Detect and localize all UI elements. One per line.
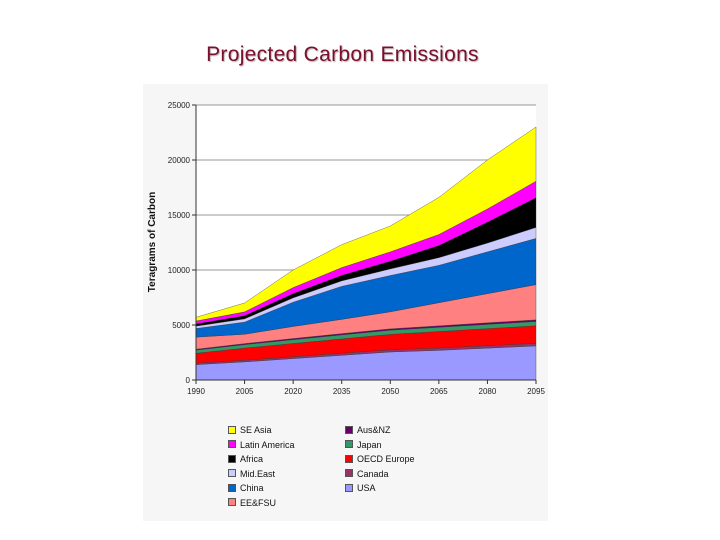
legend-item-se-asia: SE Asia: [228, 424, 272, 436]
y-tick-label: 25000: [168, 101, 191, 110]
legend-swatch: [228, 425, 236, 434]
legend-item-usa: USA: [345, 482, 376, 494]
legend-item-ee-fsu: EE&FSU: [228, 497, 276, 509]
x-tick-label: 2035: [333, 387, 351, 396]
legend-label: EE&FSU: [240, 497, 277, 508]
legend-label: Canada: [357, 468, 389, 479]
y-tick-label: 0: [186, 376, 191, 385]
y-tick-label: 5000: [172, 321, 190, 330]
legend-swatch: [345, 469, 353, 478]
legend-swatch: [228, 454, 236, 463]
legend-item-japan: Japan: [345, 439, 382, 451]
legend-label: Mid.East: [240, 468, 276, 479]
x-tick-label: 2080: [479, 387, 497, 396]
legend-item-oecd-europe: OECD Europe: [345, 453, 415, 465]
legend-label: USA: [357, 483, 376, 493]
legend-label: China: [240, 483, 264, 493]
y-axis-label: Teragrams of Carbon: [147, 192, 158, 292]
stacked-area-chart: 0 5000 10000 15000 20000 25000 1990 2005 2020 20…: [147, 101, 545, 396]
legend-swatch: [228, 498, 236, 507]
legend-item-mid-east: Mid.East: [228, 468, 275, 480]
area-series-se-asia: [195, 126, 537, 322]
legend-swatch: [228, 469, 236, 478]
legend-item-aus-nz: Aus&NZ: [345, 424, 391, 436]
chart-figure: 0 5000 10000 15000 20000 25000 1990 2005 2020 20…: [143, 84, 548, 521]
x-tick-label: 2050: [381, 387, 399, 396]
legend-label: Latin America: [240, 439, 295, 450]
legend-label: Aus&NZ: [357, 425, 391, 435]
legend-label: Africa: [240, 454, 264, 464]
legend-label: OECD Europe: [357, 454, 415, 464]
legend-label: SE Asia: [240, 425, 272, 435]
legend-swatch: [228, 483, 236, 492]
legend-swatch: [345, 483, 353, 492]
x-tick-label: 2020: [284, 387, 302, 396]
y-tick-label: 10000: [168, 266, 191, 275]
legend-item-latin-america: Latin America: [228, 439, 295, 451]
legend-swatch: [228, 440, 236, 449]
legend-item-canada: Canada: [345, 468, 389, 480]
legend-swatch: [345, 425, 353, 434]
slide-title: Projected Carbon Emissions: [206, 43, 479, 66]
x-tick-label: 1990: [187, 387, 205, 396]
y-tick-label: 15000: [168, 211, 191, 220]
legend-swatch: [345, 454, 353, 463]
legend-item-africa: Africa: [228, 453, 263, 465]
legend-item-china: China: [228, 482, 264, 494]
x-tick-label: 2065: [430, 387, 448, 396]
legend-swatch: [345, 440, 353, 449]
x-tick-label: 2005: [236, 387, 254, 396]
chart-legend: SE Asia Latin America Africa Mid.East China E…: [228, 424, 488, 514]
y-tick-label: 20000: [168, 156, 191, 165]
x-tick-label: 2095: [527, 387, 545, 396]
legend-label: Japan: [357, 439, 382, 450]
